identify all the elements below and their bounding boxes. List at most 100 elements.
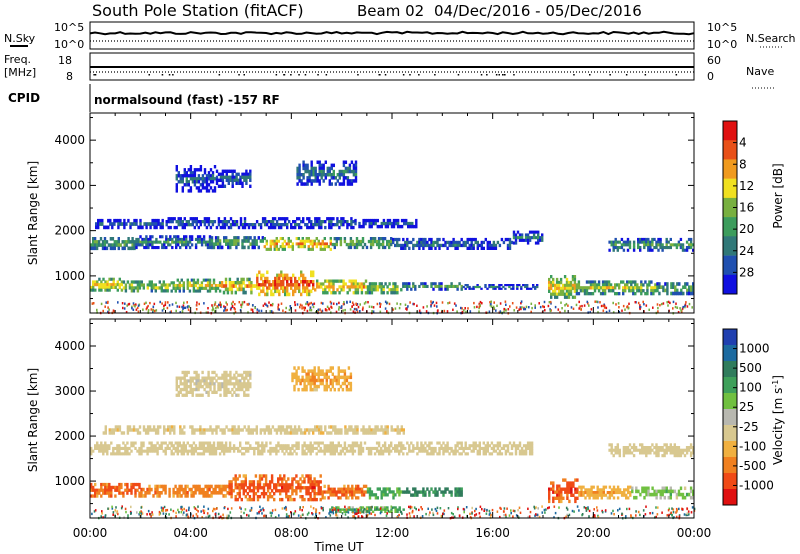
echo-cell	[250, 281, 253, 285]
echo-cell	[661, 448, 664, 452]
echo-cell	[362, 484, 366, 488]
echo-cell	[474, 237, 477, 242]
echo-cell	[322, 282, 325, 286]
speckle-cell	[332, 302, 335, 305]
echo-cell	[684, 282, 687, 286]
speckle-cell	[145, 301, 147, 304]
echo-cell	[108, 488, 111, 492]
echo-cell	[295, 242, 298, 246]
echo-cell	[330, 282, 333, 286]
speckle-cell	[639, 307, 641, 311]
echo-cell	[160, 441, 163, 445]
echo-cell	[655, 443, 658, 447]
echo-cell	[466, 452, 469, 456]
echo-cell	[604, 485, 608, 489]
echo-cell	[614, 240, 617, 244]
echo-cell	[112, 449, 115, 453]
echo-cell	[162, 283, 165, 287]
echo-cell	[380, 428, 383, 432]
echo-cell	[297, 480, 300, 484]
echo-cell	[325, 490, 328, 494]
echo-cell	[258, 486, 262, 490]
echo-cell	[454, 240, 457, 245]
echo-cell	[183, 370, 186, 375]
echo-cell	[152, 425, 156, 429]
echo-cell	[90, 449, 93, 453]
echo-cell	[398, 243, 401, 248]
echo-cell	[685, 448, 689, 452]
echo-cell	[338, 169, 341, 174]
speckle-cell	[608, 309, 611, 312]
echo-cell	[518, 441, 522, 445]
echo-cell	[167, 225, 170, 230]
echo-cell	[374, 428, 377, 432]
echo-cell	[524, 285, 527, 289]
echo-cell	[130, 449, 133, 453]
echo-cell	[508, 243, 512, 248]
echo-cell	[384, 487, 387, 491]
echo-cell	[460, 493, 463, 497]
echo-cell	[390, 444, 393, 448]
echo-cell	[287, 237, 290, 241]
echo-cell	[323, 449, 326, 453]
speckle-cell	[578, 307, 580, 310]
nave-dip	[384, 74, 387, 76]
echo-cell	[127, 237, 130, 241]
echo-cell	[606, 496, 610, 500]
echo-cell	[584, 488, 587, 492]
echo-cell	[343, 446, 347, 450]
echo-cell	[359, 506, 363, 509]
echo-cell	[285, 444, 288, 448]
echo-cell	[319, 489, 322, 493]
echo-cell	[339, 452, 343, 456]
echo-cell	[362, 282, 366, 286]
echo-cell	[434, 282, 437, 286]
echo-cell	[104, 283, 107, 287]
echo-cell	[185, 246, 188, 250]
echo-cell	[518, 444, 522, 448]
echo-cell	[426, 444, 429, 448]
echo-cell	[316, 282, 319, 286]
echo-cell	[192, 278, 196, 282]
echo-cell	[260, 289, 263, 294]
echo-cell	[378, 508, 381, 511]
echo-cell	[176, 452, 179, 456]
echo-cell	[262, 286, 265, 290]
echo-cell	[120, 482, 123, 487]
echo-cell	[675, 454, 679, 458]
echo-cell	[335, 493, 338, 497]
echo-cell	[328, 173, 331, 177]
echo-cell	[242, 281, 245, 285]
echo-cell	[660, 285, 663, 289]
echo-cell	[207, 174, 211, 178]
echo-cell	[193, 174, 197, 178]
echo-cell	[692, 451, 695, 455]
echo-cell	[635, 489, 638, 494]
echo-cell	[295, 486, 298, 490]
echo-cell	[260, 283, 263, 287]
echo-cell	[92, 485, 95, 490]
echo-cell	[346, 431, 349, 435]
echo-cell	[170, 449, 173, 453]
echo-cell	[278, 276, 281, 281]
echo-cell	[110, 431, 113, 435]
echo-cell	[110, 491, 113, 495]
echo-cell	[632, 280, 635, 284]
echo-cell	[262, 273, 265, 278]
echo-cell	[179, 240, 182, 244]
echo-cell	[301, 242, 304, 246]
speckle-cell	[218, 303, 220, 307]
echo-cell	[207, 376, 210, 380]
echo-cell	[117, 222, 120, 226]
echo-cell	[689, 451, 693, 455]
echo-cell	[188, 449, 192, 453]
echo-cell	[362, 285, 366, 289]
echo-cell	[151, 222, 154, 226]
echo-cell	[297, 242, 300, 246]
echo-cell	[183, 373, 186, 377]
echo-cell	[460, 452, 463, 456]
echo-cell	[348, 428, 351, 432]
echo-cell	[345, 496, 348, 500]
echo-cell	[313, 242, 316, 246]
echo-cell	[382, 493, 385, 497]
